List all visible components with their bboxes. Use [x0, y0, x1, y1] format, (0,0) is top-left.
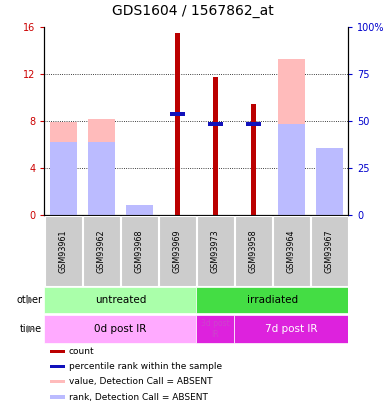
Bar [44, 288, 196, 313]
Bar [235, 216, 272, 286]
Bar [311, 216, 348, 286]
Text: GSM93961: GSM93961 [59, 229, 68, 273]
Text: GSM93967: GSM93967 [325, 229, 334, 273]
Bar [88, 119, 115, 215]
Text: irradiated: irradiated [247, 295, 298, 305]
Bar [197, 216, 234, 286]
Bar [126, 209, 153, 215]
Text: GSM93973: GSM93973 [211, 229, 220, 273]
Bar [278, 124, 305, 215]
Text: GSM93969: GSM93969 [173, 229, 182, 273]
Bar [45, 216, 82, 286]
Bar [196, 315, 234, 343]
Bar [316, 148, 343, 215]
Bar [50, 396, 65, 399]
Text: GSM93964: GSM93964 [287, 229, 296, 273]
Bar [208, 122, 223, 126]
Bar [121, 216, 157, 286]
Bar [234, 315, 348, 343]
Text: other: other [16, 295, 42, 305]
Bar [83, 216, 120, 286]
Bar [213, 77, 218, 215]
Bar [175, 33, 180, 215]
Bar [246, 122, 261, 126]
Bar [50, 122, 77, 215]
Text: rank, Detection Call = ABSENT: rank, Detection Call = ABSENT [69, 392, 208, 402]
Bar [126, 205, 153, 215]
Text: value, Detection Call = ABSENT: value, Detection Call = ABSENT [69, 377, 212, 386]
Bar [50, 365, 65, 368]
Text: GSM93958: GSM93958 [249, 229, 258, 273]
Bar [44, 315, 196, 343]
Bar [273, 216, 310, 286]
Bar [316, 151, 343, 215]
Text: 3d post
IR: 3d post IR [201, 320, 230, 339]
Bar [50, 350, 65, 353]
Bar [196, 288, 348, 313]
Text: GDS1604 / 1567862_at: GDS1604 / 1567862_at [112, 4, 273, 18]
Text: GSM93968: GSM93968 [135, 229, 144, 273]
Polygon shape [27, 325, 34, 333]
Bar [88, 142, 115, 215]
Text: 7d post IR: 7d post IR [265, 324, 318, 334]
Bar [50, 142, 77, 215]
Bar [170, 112, 185, 116]
Bar [278, 59, 305, 215]
Bar [159, 216, 196, 286]
Text: percentile rank within the sample: percentile rank within the sample [69, 362, 222, 371]
Text: 0d post IR: 0d post IR [94, 324, 147, 334]
Text: count: count [69, 347, 94, 356]
Text: untreated: untreated [95, 295, 146, 305]
Polygon shape [27, 296, 34, 304]
Text: time: time [20, 324, 42, 334]
Bar [50, 380, 65, 384]
Text: GSM93962: GSM93962 [97, 229, 106, 273]
Bar [251, 104, 256, 215]
